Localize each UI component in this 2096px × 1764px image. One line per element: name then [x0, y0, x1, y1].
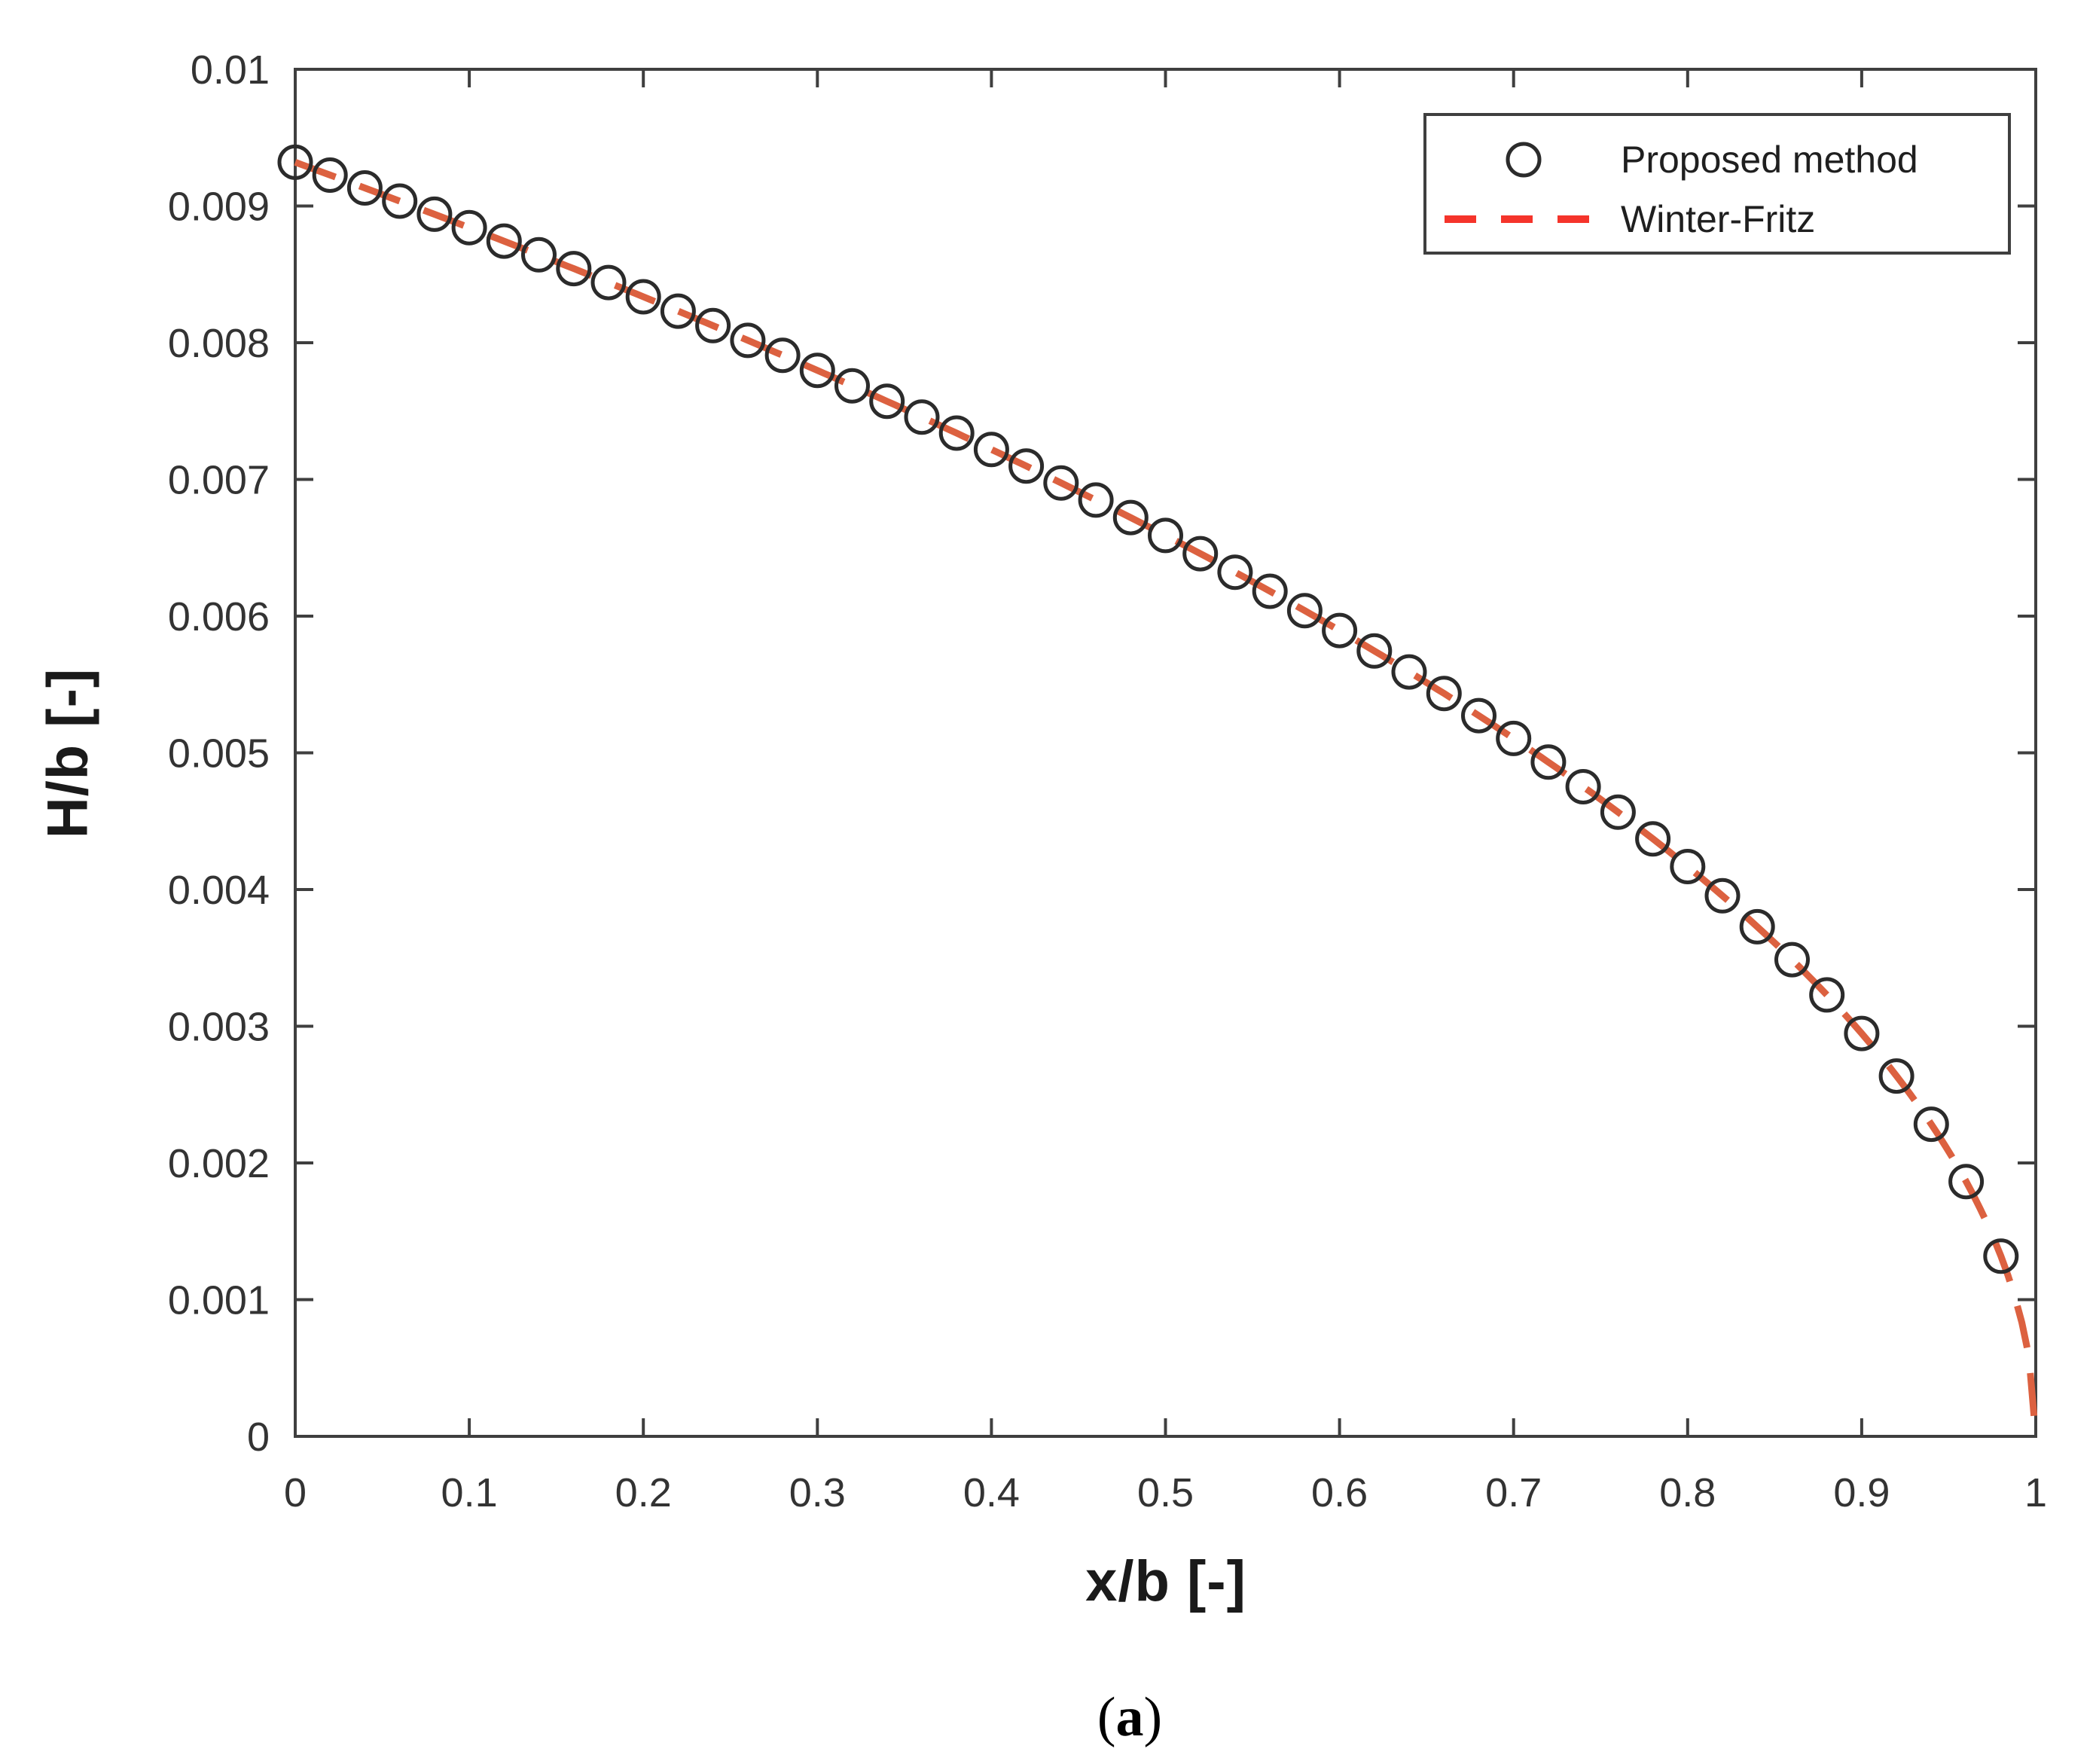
data-point-marker [695, 307, 731, 343]
data-point-marker [1844, 1015, 1880, 1051]
data-point-marker [416, 196, 453, 232]
data-point-marker [1356, 633, 1393, 669]
y-tick-label: 0.007 [168, 458, 270, 503]
data-point-marker [1948, 1164, 1985, 1200]
y-tick-label: 0.006 [168, 594, 270, 639]
data-point-marker [1739, 908, 1775, 945]
data-point-marker [625, 279, 661, 315]
data-point-marker [1182, 536, 1219, 572]
proposed-method-markers [277, 144, 2019, 1274]
data-point-marker [1670, 849, 1706, 884]
y-tick-label: 0.01 [191, 47, 270, 93]
x-tick-label: 0.6 [1311, 1470, 1368, 1515]
x-tick-label: 0.3 [789, 1470, 846, 1515]
y-tick-label: 0 [247, 1415, 270, 1460]
y-tick-label: 0.008 [168, 321, 270, 366]
data-point-marker [277, 144, 313, 180]
data-point-marker [1286, 593, 1323, 629]
legend: Proposed method Winter-Fritz [1423, 113, 2011, 255]
data-point-marker [382, 183, 418, 219]
data-point-marker [1565, 769, 1601, 804]
data-point-marker [312, 157, 348, 193]
data-point-marker [1322, 612, 1358, 649]
data-point-marker [1461, 697, 1496, 734]
data-point-marker [834, 368, 870, 404]
axis-box [294, 68, 2037, 1438]
dashed-line-icon [1445, 215, 1610, 223]
data-point-marker [1809, 977, 1845, 1013]
data-point-marker [1252, 573, 1288, 609]
data-point-marker [1496, 720, 1532, 756]
x-tick-label: 0.1 [441, 1470, 498, 1515]
data-point-marker [1217, 554, 1253, 591]
y-tick-label: 0.001 [168, 1278, 270, 1323]
x-ticks [294, 69, 2037, 1436]
data-point-marker [730, 322, 766, 359]
data-point-marker [1426, 676, 1462, 712]
data-point-marker [451, 209, 487, 246]
data-point-marker [1530, 744, 1567, 780]
y-tick-label: 0.004 [168, 868, 270, 913]
x-tick-label: 1 [2024, 1470, 2047, 1515]
x-tick-label: 0.5 [1137, 1470, 1194, 1515]
data-point-marker [346, 170, 383, 206]
winter-fritz-curve [294, 159, 2040, 1437]
data-point-marker [1983, 1238, 2019, 1274]
x-tick-label: 0.7 [1485, 1470, 1542, 1515]
x-tick-labels: 0 0.1 0.2 0.3 0.4 0.5 0.6 0.7 0.8 0.9 1 [284, 1470, 2047, 1515]
y-ticks [295, 68, 2036, 1438]
data-point-marker [1008, 448, 1045, 484]
y-tick-labels: 0 0.001 0.002 0.003 0.004 0.005 0.006 0.007 0.00… [168, 47, 270, 1460]
data-point-marker [486, 223, 522, 259]
data-point-marker [799, 352, 835, 389]
data-point-marker [1913, 1106, 1949, 1143]
data-point-marker [869, 383, 905, 420]
data-point-marker [1635, 821, 1671, 857]
data-point-marker [1043, 465, 1079, 501]
data-point-marker [1600, 794, 1636, 830]
y-axis-title: H/b [-] [35, 667, 100, 839]
x-axis-title: x/b [-] [1085, 1549, 1246, 1613]
x-tick-label: 0.9 [1833, 1470, 1890, 1515]
y-tick-label: 0.009 [168, 185, 270, 230]
x-tick-label: 0.4 [963, 1470, 1020, 1515]
data-point-marker [521, 237, 557, 273]
caption-letter: a [1115, 1686, 1144, 1748]
data-point-marker [1078, 482, 1114, 518]
x-tick-label: 0.8 [1659, 1470, 1716, 1515]
data-point-marker [1878, 1058, 1914, 1094]
caption-paren-open: ( [1097, 1686, 1116, 1748]
x-tick-label: 0.2 [615, 1470, 672, 1515]
data-point-marker [938, 415, 975, 451]
y-tick-label: 0.005 [168, 731, 270, 777]
legend-label: Proposed method [1621, 139, 1918, 181]
caption-paren-close: ) [1143, 1686, 1163, 1748]
y-tick-label: 0.002 [168, 1141, 270, 1186]
y-tick-label: 0.003 [168, 1005, 270, 1050]
data-point-marker [973, 432, 1009, 468]
data-point-marker [904, 399, 940, 435]
data-point-marker [1148, 517, 1183, 554]
data-point-marker [1391, 654, 1427, 690]
data-point-marker [764, 337, 801, 374]
x-tick-label: 0 [284, 1470, 307, 1515]
legend-entry-proposed-method: Proposed method [1426, 137, 2008, 182]
figure-caption: (a) [1017, 1686, 1243, 1750]
data-point-marker [1774, 942, 1810, 978]
circle-marker-icon [1506, 142, 1542, 178]
data-point-marker [556, 251, 592, 287]
legend-label: Winter-Fritz [1621, 198, 1816, 240]
data-point-marker [1704, 877, 1741, 914]
legend-entry-winter-fritz: Winter-Fritz [1426, 197, 2008, 242]
data-point-marker [590, 264, 627, 301]
data-point-marker [660, 293, 696, 329]
data-point-marker [1112, 499, 1149, 536]
